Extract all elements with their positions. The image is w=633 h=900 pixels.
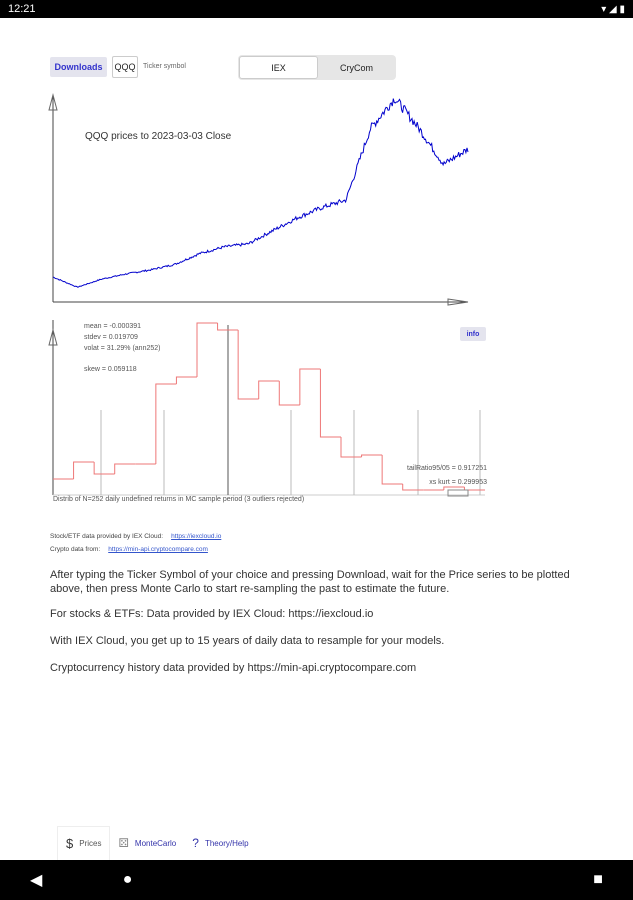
bottom-tabs: $ Prices ⚄ MonteCarlo ? Theory/Help xyxy=(57,826,257,860)
hist-bin xyxy=(258,380,280,399)
hist-bin xyxy=(196,322,218,377)
hist-bin xyxy=(361,454,383,457)
source-crycom[interactable]: CryCom xyxy=(340,62,373,73)
source-iex[interactable]: IEX xyxy=(239,56,318,79)
stat-mean: mean = -0.000391 xyxy=(84,323,141,330)
price-chart: QQQ prices to 2023-03-03 Close xyxy=(48,93,469,306)
recents-icon[interactable]: ■ xyxy=(593,871,603,888)
hist-bin xyxy=(175,376,197,384)
crypto-text: Cryptocurrency history data provided by … xyxy=(50,662,417,674)
stat-xskurt: xs kurt = 0.299953 xyxy=(429,479,487,486)
hist-y-arrow-icon xyxy=(48,328,58,346)
iex-history-text: With IEX Cloud, you get up to 15 years o… xyxy=(50,635,445,647)
tab-theory-help-label: Theory/Help xyxy=(204,838,249,848)
hist-bin xyxy=(340,437,362,458)
home-icon[interactable]: ● xyxy=(122,871,133,888)
hist-bin xyxy=(381,455,403,485)
histogram-title: Distrib of N=252 daily undefined returns… xyxy=(53,496,304,503)
dollar-icon: $ xyxy=(66,836,74,851)
hist-bin xyxy=(73,461,95,479)
hist-bin xyxy=(237,330,259,400)
instructions-text: After typing the Ticker Symbol of your c… xyxy=(50,569,570,595)
cryptocompare-link[interactable]: https://min-api.cryptocompare.com xyxy=(108,546,208,553)
x-axis-arrow-icon xyxy=(447,298,469,306)
hist-bin xyxy=(114,463,136,474)
ticker-input[interactable]: QQQ xyxy=(112,56,138,78)
price-chart-title: QQQ prices to 2023-03-03 Close xyxy=(85,131,232,142)
tab-montecarlo-label: MonteCarlo xyxy=(134,838,177,848)
dice-icon: ⚄ xyxy=(118,836,129,850)
hist-bin xyxy=(217,323,239,331)
credit-stock-label: Stock/ETF data provided by IEX Cloud: xyxy=(50,533,164,540)
tab-theory-help[interactable]: ? Theory/Help xyxy=(184,826,256,860)
credit-crypto: Crypto data from: https://min-api.cryptoc… xyxy=(50,546,208,553)
download-button[interactable]: Downloads xyxy=(50,57,107,77)
info-button[interactable]: info xyxy=(460,327,486,341)
iex-text: For stocks & ETFs: Data provided by IEX … xyxy=(50,608,374,620)
stat-volat: volat = 31.29% (ann252) xyxy=(84,345,160,352)
hist-bin xyxy=(155,383,177,464)
hist-bin xyxy=(443,486,465,490)
stat-stdev: stdev = 0.019709 xyxy=(84,334,138,341)
hist-x-arrow-icon xyxy=(447,489,469,497)
iex-link[interactable]: https://iexcloud.io xyxy=(171,533,222,540)
y-axis-arrow-icon xyxy=(48,93,58,111)
hist-bin xyxy=(319,369,341,438)
price-series-line xyxy=(52,98,469,288)
credit-stock: Stock/ETF data provided by IEX Cloud: htt… xyxy=(50,533,221,540)
tab-prices-label: Prices xyxy=(79,839,102,848)
status-icons: ▾ ◢ ▮ xyxy=(601,3,625,15)
hist-bin xyxy=(93,462,115,475)
stat-tailratio: tailRatio95/05 = 0.917251 xyxy=(407,465,487,472)
hist-bin xyxy=(299,368,321,405)
credit-crypto-label: Crypto data from: xyxy=(50,546,101,553)
source-segmented-control: IEX CryCom xyxy=(238,55,396,80)
stat-skew: skew = 0.059118 xyxy=(84,366,137,373)
status-time: 12:21 xyxy=(8,3,36,15)
tab-montecarlo[interactable]: ⚄ MonteCarlo xyxy=(110,826,184,860)
histogram-chart: mean = -0.000391 stdev = 0.019709 volat … xyxy=(48,320,487,503)
status-bar: 12:21 ▾ ◢ ▮ xyxy=(0,0,633,18)
nav-bar: ◀ ● ■ xyxy=(0,860,633,900)
tab-prices[interactable]: $ Prices xyxy=(57,826,111,860)
help-icon: ? xyxy=(192,836,199,850)
hist-bin xyxy=(402,484,424,491)
back-icon[interactable]: ◀ xyxy=(30,872,43,889)
ticker-label: Ticker symbol xyxy=(143,63,186,70)
hist-bin xyxy=(278,381,300,406)
